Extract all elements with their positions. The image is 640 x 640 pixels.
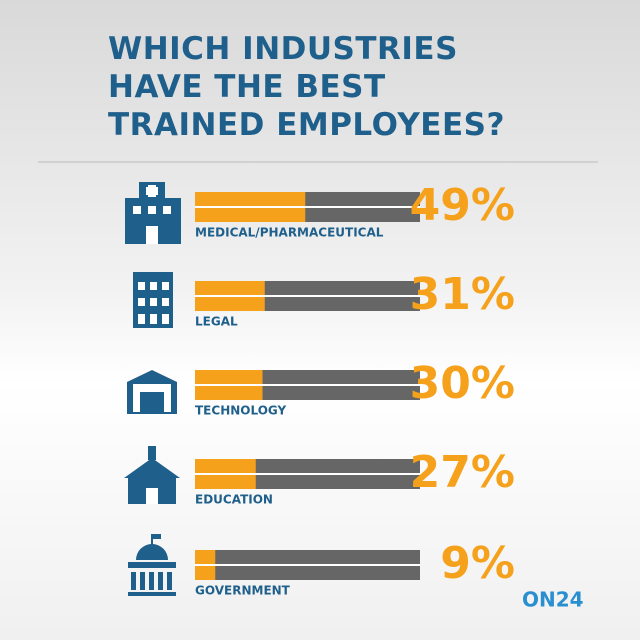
value-label: 30% — [410, 358, 515, 409]
value-label: 9% — [440, 538, 515, 589]
category-label: LEGAL — [195, 315, 238, 329]
icon-legal — [133, 272, 173, 328]
value-label: 27% — [410, 447, 515, 498]
category-label: MEDICAL/PHARMACEUTICAL — [195, 226, 384, 240]
icon-education — [124, 446, 180, 504]
category-label: GOVERNMENT — [195, 584, 291, 598]
category-label: EDUCATION — [195, 493, 273, 507]
brand-logo: ON24 — [522, 588, 584, 612]
category-label: TECHNOLOGY — [195, 404, 286, 418]
icon-government — [128, 534, 176, 596]
value-label: 49% — [410, 180, 515, 231]
icon-technology — [127, 370, 177, 414]
chart-title: WHICH INDUSTRIES HAVE THE BEST TRAINED E… — [108, 31, 505, 143]
icon-hospital — [125, 182, 181, 244]
value-label: 31% — [410, 269, 515, 320]
